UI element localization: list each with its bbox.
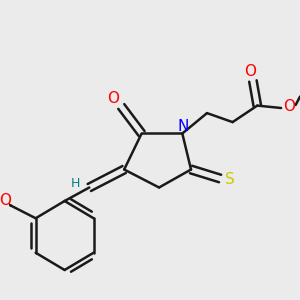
Text: O: O — [283, 99, 295, 114]
Text: O: O — [107, 91, 119, 106]
Text: H: H — [71, 177, 80, 190]
Text: O: O — [244, 64, 256, 80]
Text: N: N — [178, 119, 189, 134]
Text: S: S — [225, 172, 235, 188]
Text: O: O — [0, 193, 11, 208]
